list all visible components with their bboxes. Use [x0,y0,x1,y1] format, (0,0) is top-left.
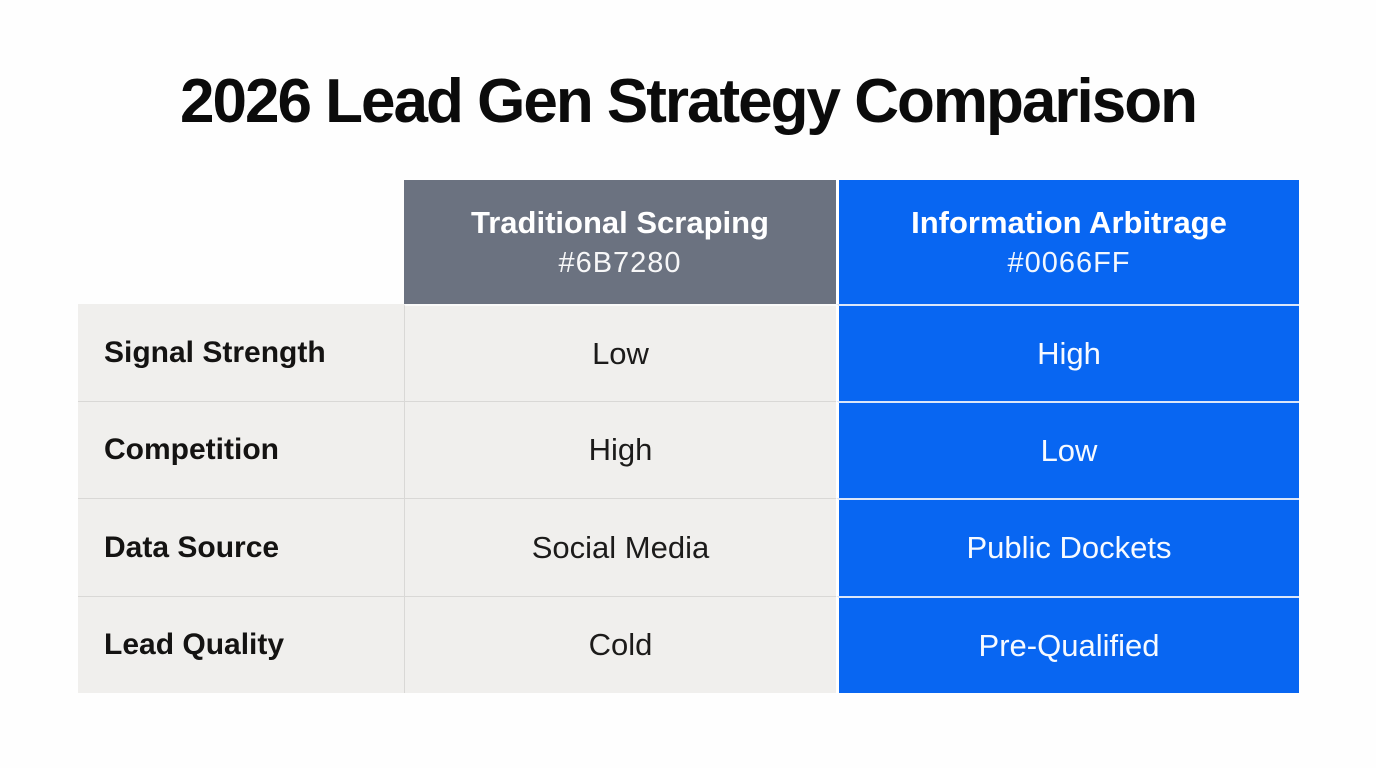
page-title: 2026 Lead Gen Strategy Comparison [180,67,1198,136]
row-label-data-source: Data Source [78,498,404,596]
column-title: Traditional Scraping [471,204,769,240]
column-header-information-arbitrage: Information Arbitrage #0066FF [836,180,1299,304]
column-header-traditional-scraping: Traditional Scraping #6B7280 [404,180,836,304]
column-title: Information Arbitrage [911,204,1227,240]
cell-traditional-lead-quality: Cold [404,596,836,693]
row-label-competition: Competition [78,401,404,498]
comparison-table: Traditional Scraping #6B7280 Information… [78,180,1299,693]
cell-arbitrage-data-source: Public Dockets [836,498,1299,596]
cell-traditional-data-source: Social Media [404,498,836,596]
row-label-lead-quality: Lead Quality [78,596,404,693]
corner-spacer [78,180,404,304]
cell-arbitrage-competition: Low [836,401,1299,498]
cell-arbitrage-lead-quality: Pre-Qualified [836,596,1299,693]
column-hex-caption: #6B7280 [558,246,682,279]
cell-arbitrage-signal-strength: High [836,304,1299,401]
cell-traditional-signal-strength: Low [404,304,836,401]
cell-traditional-competition: High [404,401,836,498]
row-label-signal-strength: Signal Strength [78,304,404,401]
column-hex-caption: #0066FF [1007,246,1131,279]
